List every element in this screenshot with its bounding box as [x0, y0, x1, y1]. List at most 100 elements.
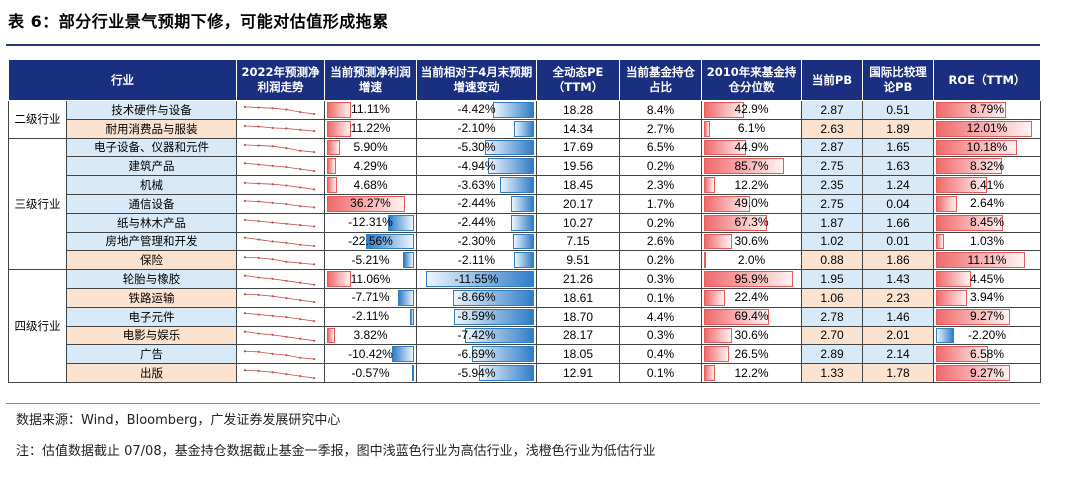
- sparkline-point: [243, 330, 246, 333]
- sparkline-point: [313, 283, 316, 286]
- table-row: 通信设备 36.27% -2.44% 20.17 1.7% 49.0% 2.75 0.04 2.…: [9, 193, 1041, 214]
- sparkline-point: [271, 352, 274, 355]
- sparkline-point: [299, 111, 302, 114]
- data-bar: [391, 346, 414, 363]
- sparkline-point: [243, 106, 246, 109]
- sparkline-point: [285, 241, 288, 244]
- sparkline-point: [299, 356, 302, 359]
- sparkline-cell: [236, 175, 325, 195]
- sparkline-point: [285, 108, 288, 111]
- bar-value: 30.6%: [734, 233, 769, 248]
- sparkline-point: [313, 376, 316, 379]
- change-cell: -8.66%: [416, 287, 537, 308]
- intl-pb-cell: 1.24: [862, 175, 934, 195]
- industry-name: 纸与林木产品: [66, 212, 237, 233]
- roe-cell: 1.03%: [933, 231, 1041, 252]
- percentile-cell: 30.6%: [701, 231, 802, 252]
- sparkline-point: [257, 200, 260, 204]
- header-change: 当前相对于4月末预期增速变动: [416, 59, 537, 101]
- change-cell: -4.42%: [416, 100, 537, 120]
- header-percentile: 2010年来基金持仓分位数: [701, 59, 802, 101]
- bar-value: 8.45%: [969, 215, 1005, 230]
- data-bar: [704, 327, 733, 344]
- sparkline-point: [285, 316, 288, 319]
- bar-value: 11.06%: [350, 271, 391, 286]
- data-bar: [704, 252, 706, 269]
- bar-value: -2.44%: [457, 215, 496, 230]
- sparkline: [243, 349, 316, 360]
- sparkline-point: [257, 294, 260, 297]
- bar-value: 12.01%: [966, 121, 1008, 136]
- group-label: 四级行业: [8, 269, 67, 383]
- sparkline-point: [257, 238, 260, 241]
- pe-cell: 18.61: [536, 287, 620, 308]
- growth-cell: -7.71%: [324, 287, 417, 308]
- intl-pb-cell: 1.46: [862, 306, 934, 327]
- growth-cell: 36.27%: [324, 193, 417, 214]
- sparkline-point: [257, 125, 260, 128]
- roe-cell: 3.94%: [933, 287, 1041, 308]
- bar-value: -8.66%: [457, 290, 496, 305]
- sparkline-point: [285, 372, 288, 375]
- data-bar: [327, 327, 336, 344]
- sparkline-point: [313, 187, 316, 191]
- bar-value: 9.27%: [969, 365, 1005, 380]
- bar-value: 22.4%: [734, 290, 769, 305]
- bar-value: 2.64%: [969, 196, 1005, 211]
- roe-cell: -2.20%: [933, 325, 1041, 346]
- bar-value: 8.32%: [969, 158, 1005, 173]
- header-growth: 当前预测净利润增速: [324, 59, 417, 101]
- industry-name: 保险: [66, 250, 237, 271]
- bar-value: -3.63%: [457, 177, 496, 192]
- data-bar: [704, 289, 725, 306]
- data-bar: [514, 120, 534, 137]
- header-row: 行业 2022年预测净利润走势 当前预测净利润增速 当前相对于4月末预期增速变动…: [8, 59, 1041, 101]
- sparkline-point: [285, 279, 288, 282]
- data-bar: [704, 365, 716, 381]
- sparkline-point: [313, 301, 316, 304]
- data-bar: [327, 195, 405, 212]
- percentile-cell: 6.1%: [701, 118, 802, 139]
- sparkline-point: [271, 202, 274, 205]
- percentile-cell: 30.6%: [701, 325, 802, 346]
- sparkline: [243, 236, 316, 248]
- bar-value: 4.29%: [353, 158, 388, 173]
- data-bar: [402, 252, 414, 269]
- bar-value: 42.9%: [734, 102, 769, 117]
- sparkline-cell: [236, 193, 325, 214]
- percentile-cell: 22.4%: [701, 287, 802, 308]
- bar-value: -12.31%: [348, 215, 393, 230]
- data-bar: [704, 195, 750, 212]
- sparkline-point: [299, 318, 302, 321]
- data-bar: [397, 289, 414, 306]
- bar-value: 26.5%: [734, 346, 769, 361]
- intl-pb-cell: 1.66: [862, 212, 934, 233]
- sparkline-line: [244, 237, 315, 247]
- roe-cell: 6.58%: [933, 344, 1041, 365]
- change-cell: -2.44%: [416, 193, 537, 214]
- data-bar: [936, 177, 988, 193]
- roe-cell: 11.11%: [933, 250, 1041, 271]
- bar-value: -2.44%: [457, 196, 496, 211]
- pe-cell: 17.69: [536, 137, 620, 158]
- pe-cell: 19.56: [536, 156, 620, 177]
- roe-cell: 9.27%: [933, 306, 1041, 327]
- intl-pb-cell: 2.23: [862, 287, 934, 308]
- bar-value: -10.42%: [348, 346, 393, 361]
- data-bar: [936, 271, 972, 287]
- intl-pb-cell: 1.65: [862, 137, 934, 158]
- sparkline-point: [299, 281, 302, 284]
- change-cell: -8.59%: [416, 306, 537, 327]
- industry-name: 出版: [66, 363, 237, 383]
- sparkline-point: [313, 113, 316, 116]
- data-bar: [704, 102, 744, 118]
- fund-cell: 0.1%: [619, 363, 702, 383]
- sparkline-point: [313, 320, 316, 323]
- sparkline-cell: [236, 325, 325, 346]
- fund-cell: 4.4%: [619, 306, 702, 327]
- sparkline-point: [257, 313, 260, 316]
- intl-pb-cell: 2.14: [862, 344, 934, 365]
- bar-value: 8.79%: [969, 102, 1005, 117]
- fund-cell: 8.4%: [619, 100, 702, 120]
- change-cell: -2.30%: [416, 231, 537, 252]
